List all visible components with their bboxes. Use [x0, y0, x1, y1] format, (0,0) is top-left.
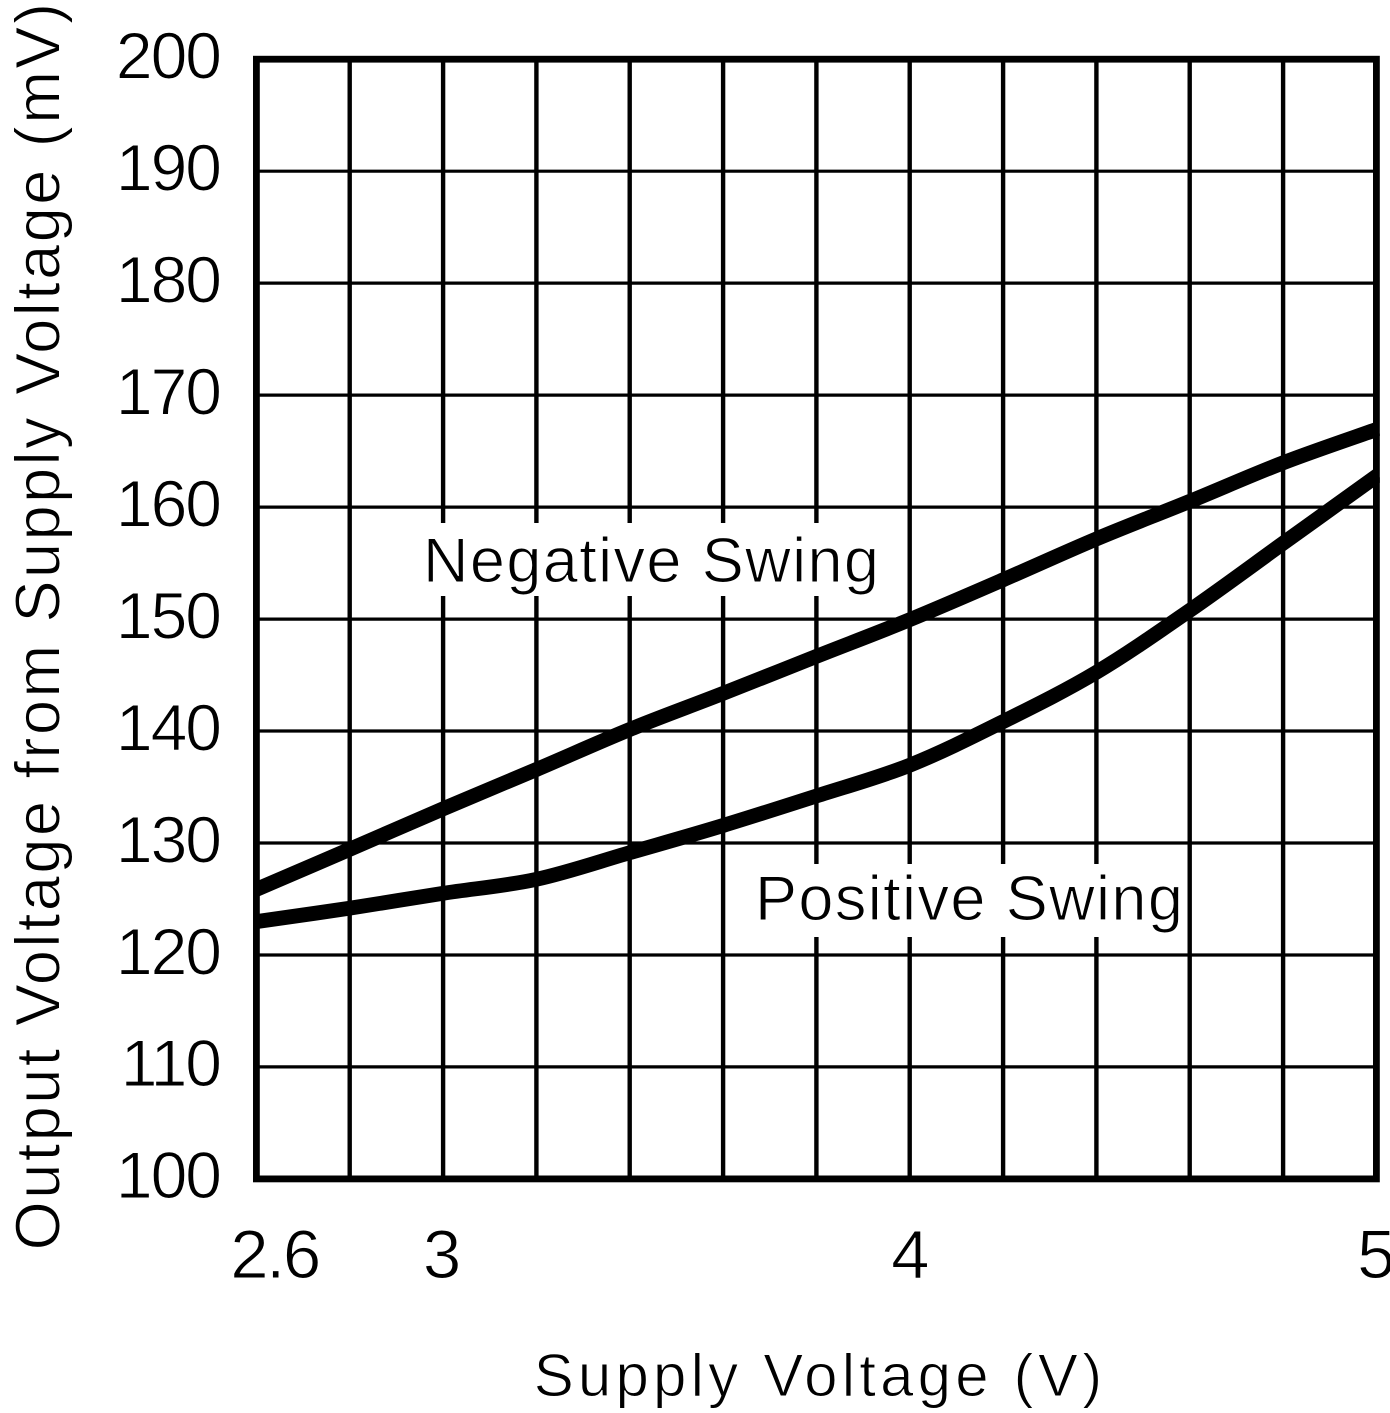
svg-text:5: 5 — [1357, 1216, 1390, 1293]
svg-text:110: 110 — [121, 1026, 221, 1100]
svg-text:3: 3 — [423, 1216, 459, 1293]
svg-text:130: 130 — [116, 802, 220, 876]
svg-text:170: 170 — [116, 354, 220, 428]
svg-text:200: 200 — [116, 19, 220, 93]
svg-text:Negative Swing: Negative Swing — [423, 526, 880, 596]
svg-text:120: 120 — [116, 914, 220, 988]
svg-text:100: 100 — [116, 1138, 220, 1212]
svg-text:150: 150 — [116, 578, 220, 652]
svg-text:2.6: 2.6 — [230, 1216, 319, 1293]
svg-text:140: 140 — [116, 690, 220, 764]
svg-text:190: 190 — [116, 131, 220, 205]
svg-text:Output Voltage from Supply Vol: Output Voltage from Supply Voltage (mV) — [4, 1, 74, 1251]
svg-text:Positive Swing: Positive Swing — [755, 864, 1184, 934]
svg-text:Supply Voltage (V): Supply Voltage (V) — [534, 1342, 1107, 1409]
svg-text:4: 4 — [891, 1216, 928, 1293]
svg-text:160: 160 — [116, 466, 220, 540]
svg-text:180: 180 — [116, 242, 220, 316]
